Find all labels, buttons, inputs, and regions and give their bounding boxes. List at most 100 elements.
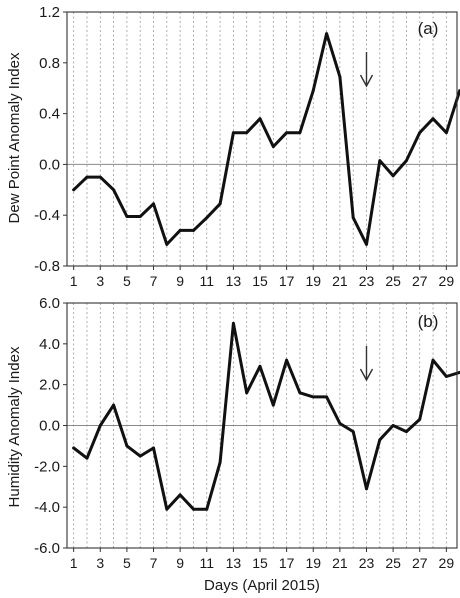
- b-data-point: [231, 322, 235, 325]
- a-data-point: [98, 175, 102, 179]
- a-data-point: [72, 188, 76, 192]
- b-y-tick-label: 6.0: [39, 295, 60, 312]
- a-annotation-arrow-head: [359, 74, 374, 88]
- b-data-point: [245, 391, 249, 395]
- b-data-point: [285, 358, 289, 362]
- a-x-tick-label: 9: [176, 273, 184, 289]
- b-x-tick-label: 13: [226, 555, 242, 571]
- a-data-point: [165, 243, 169, 246]
- a-plot-frame: [66, 11, 458, 267]
- b-data-point: [165, 507, 169, 511]
- a-x-tick-label: 19: [305, 273, 321, 289]
- b-data-point: [338, 422, 342, 425]
- b-data-point: [138, 454, 142, 458]
- b-data-point: [192, 507, 195, 511]
- a-x-tick-label: 23: [359, 273, 375, 289]
- b-x-tick-label: 3: [96, 555, 104, 571]
- b-data-point: [72, 446, 76, 450]
- b-data-point: [271, 403, 275, 407]
- a-data-point: [205, 216, 209, 220]
- b-y-tick-label: -4.0: [34, 499, 60, 516]
- b-data-point: [85, 456, 89, 460]
- a-data-point: [325, 32, 328, 35]
- b-x-tick-label: 1: [70, 555, 78, 571]
- b-x-tick-label: 19: [305, 555, 321, 571]
- b-series-line: [72, 321, 460, 511]
- a-data-point: [431, 117, 435, 121]
- a-data-point: [418, 131, 422, 135]
- panel-a-dew-point: -0.8-0.40.00.40.81.21 3 5 7 9 11 13 15 17 19 21 23 2…: [6, 4, 460, 289]
- a-y-tick-label: -0.8: [34, 258, 60, 275]
- b-x-tick-label: 23: [359, 555, 375, 571]
- a-x-tick-label: 17: [279, 273, 295, 289]
- b-data-point: [218, 460, 222, 464]
- b-data-point: [152, 446, 155, 450]
- a-x-tick-label: 3: [96, 273, 104, 289]
- a-y-tick-label: 0.8: [39, 55, 60, 72]
- b-panel-label: (b): [418, 312, 439, 331]
- a-y-axis-title: Dew Point Anomaly Index: [6, 52, 23, 223]
- b-x-tick-label: 5: [123, 555, 131, 571]
- b-data-point: [378, 438, 382, 442]
- b-y-tick-label: 0.0: [39, 418, 60, 435]
- x-axis-title: Days (April 2015): [204, 577, 320, 594]
- a-data-point: [351, 216, 355, 220]
- a-data-point: [298, 131, 302, 135]
- b-y-tick-label: 4.0: [39, 336, 60, 353]
- a-y-tick-label: 0.0: [39, 156, 60, 173]
- a-data-point: [192, 229, 195, 232]
- a-data-point: [258, 117, 262, 121]
- a-series-line: [72, 32, 460, 246]
- b-y-tick-label: -6.0: [34, 540, 60, 557]
- a-data-point: [245, 131, 249, 135]
- a-data-point: [125, 215, 129, 218]
- b-x-tick-label: 29: [439, 555, 455, 571]
- b-x-tick-label: 7: [150, 555, 158, 571]
- b-data-point: [444, 375, 448, 378]
- a-x-tick-label: 13: [226, 273, 242, 289]
- a-y-tick-label: 1.2: [39, 4, 60, 21]
- b-x-tick-label: 11: [199, 555, 214, 571]
- a-y-tick-label: 0.4: [39, 106, 60, 123]
- b-data-point: [418, 417, 422, 421]
- a-data-point: [178, 229, 182, 232]
- b-data-point: [125, 444, 129, 448]
- a-data-point: [405, 159, 408, 162]
- a-data-point: [365, 243, 368, 246]
- a-x-tick-label: 5: [123, 273, 131, 289]
- a-x-tick-label: 29: [439, 273, 455, 289]
- b-x-tick-label: 27: [412, 555, 428, 571]
- a-data-point: [444, 131, 448, 135]
- b-data-point: [112, 403, 115, 407]
- a-data-point: [231, 131, 235, 135]
- a-data-point: [338, 75, 342, 79]
- b-data-point: [98, 424, 102, 427]
- a-x-tick-label: 11: [199, 273, 214, 289]
- b-x-tick-label: 9: [176, 555, 184, 571]
- b-data-point: [405, 430, 408, 434]
- a-x-tick-label: 25: [385, 273, 401, 289]
- a-data-point: [378, 159, 382, 162]
- b-data-point: [391, 424, 395, 427]
- a-x-tick-label: 27: [412, 273, 428, 289]
- b-x-tick-label: 25: [385, 555, 401, 571]
- a-data-point: [285, 131, 289, 135]
- b-data-point: [311, 395, 315, 399]
- a-data-point: [152, 202, 155, 206]
- b-data-point: [431, 358, 435, 362]
- b-data-point: [365, 487, 368, 491]
- a-x-tick-label: 21: [332, 273, 348, 289]
- a-data-point: [85, 175, 89, 179]
- a-data-point: [112, 188, 115, 192]
- a-data-point: [391, 174, 395, 178]
- b-data-point: [205, 507, 209, 511]
- a-y-tick-label: -0.4: [34, 207, 60, 224]
- panel-b-humidity: -6.0-4.0-2.00.02.04.06.01 3 5 7 9 11 13 15 17 19 2…: [6, 295, 460, 571]
- a-data-point: [271, 145, 275, 149]
- a-x-tick-label: 7: [150, 273, 158, 289]
- b-data-point: [325, 395, 328, 399]
- a-panel-label: (a): [418, 19, 439, 38]
- a-x-tick-label: 15: [252, 273, 268, 289]
- b-y-axis-title: Humidity Anomaly Index: [6, 346, 23, 507]
